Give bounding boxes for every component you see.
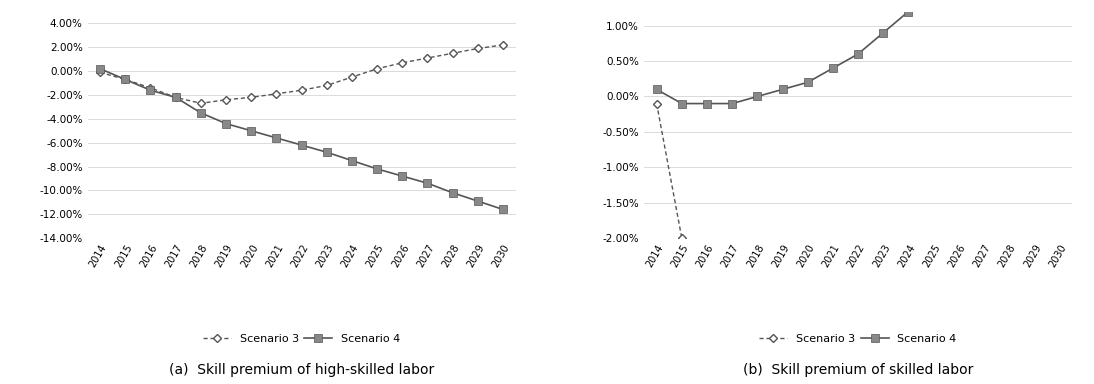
Scenario 4 — [826, 66, 839, 71]
Scenario 4 — [170, 95, 183, 100]
Scenario 3 — [321, 83, 334, 88]
Scenario 3 — [472, 46, 485, 51]
Scenario 4 — [346, 158, 359, 163]
Scenario 3 — [220, 98, 233, 102]
Scenario 3 — [119, 77, 132, 82]
Scenario 4 — [497, 207, 510, 212]
Scenario 3 — [144, 86, 158, 90]
Scenario 4 — [446, 190, 459, 195]
Scenario 3 — [446, 51, 459, 56]
Scenario 3 — [295, 88, 309, 93]
Scenario 4 — [396, 174, 409, 179]
Scenario 3 — [94, 70, 107, 74]
Scenario 4 — [650, 87, 663, 92]
Scenario 4 — [94, 66, 107, 71]
Line: Scenario 3: Scenario 3 — [97, 42, 507, 106]
Scenario 3 — [421, 56, 434, 60]
Scenario 4 — [321, 150, 334, 154]
Scenario 3 — [675, 236, 688, 240]
Scenario 4 — [220, 121, 233, 126]
Scenario 4 — [144, 88, 158, 93]
Scenario 3 — [170, 95, 183, 100]
Scenario 3 — [270, 91, 283, 96]
Scenario 4 — [371, 167, 384, 171]
Scenario 4 — [421, 181, 434, 185]
Scenario 3 — [346, 75, 359, 79]
Scenario 4 — [725, 101, 738, 106]
Text: (a)  Skill premium of high-skilled labor: (a) Skill premium of high-skilled labor — [168, 362, 434, 377]
Text: (b)  Skill premium of skilled labor: (b) Skill premium of skilled labor — [743, 362, 974, 377]
Scenario 4 — [119, 77, 132, 82]
Scenario 4 — [876, 30, 889, 35]
Scenario 4 — [901, 9, 915, 14]
Scenario 4 — [295, 143, 309, 147]
Scenario 4 — [750, 94, 764, 99]
Scenario 4 — [472, 199, 485, 204]
Scenario 3 — [497, 43, 510, 47]
Line: Scenario 3: Scenario 3 — [653, 101, 1062, 384]
Scenario 4 — [245, 129, 258, 133]
Scenario 3 — [195, 101, 208, 106]
Scenario 4 — [675, 101, 688, 106]
Legend: Scenario 3, Scenario 4: Scenario 3, Scenario 4 — [755, 330, 962, 349]
Scenario 4 — [195, 111, 208, 115]
Scenario 4 — [801, 80, 814, 84]
Line: Scenario 4: Scenario 4 — [96, 65, 507, 213]
Line: Scenario 4: Scenario 4 — [653, 0, 1063, 108]
Scenario 3 — [650, 101, 663, 106]
Legend: Scenario 3, Scenario 4: Scenario 3, Scenario 4 — [198, 330, 405, 349]
Scenario 4 — [700, 101, 713, 106]
Scenario 3 — [371, 66, 384, 71]
Scenario 4 — [270, 136, 283, 140]
Scenario 4 — [851, 52, 864, 56]
Scenario 4 — [776, 87, 789, 92]
Scenario 3 — [396, 61, 409, 65]
Scenario 3 — [245, 95, 258, 100]
